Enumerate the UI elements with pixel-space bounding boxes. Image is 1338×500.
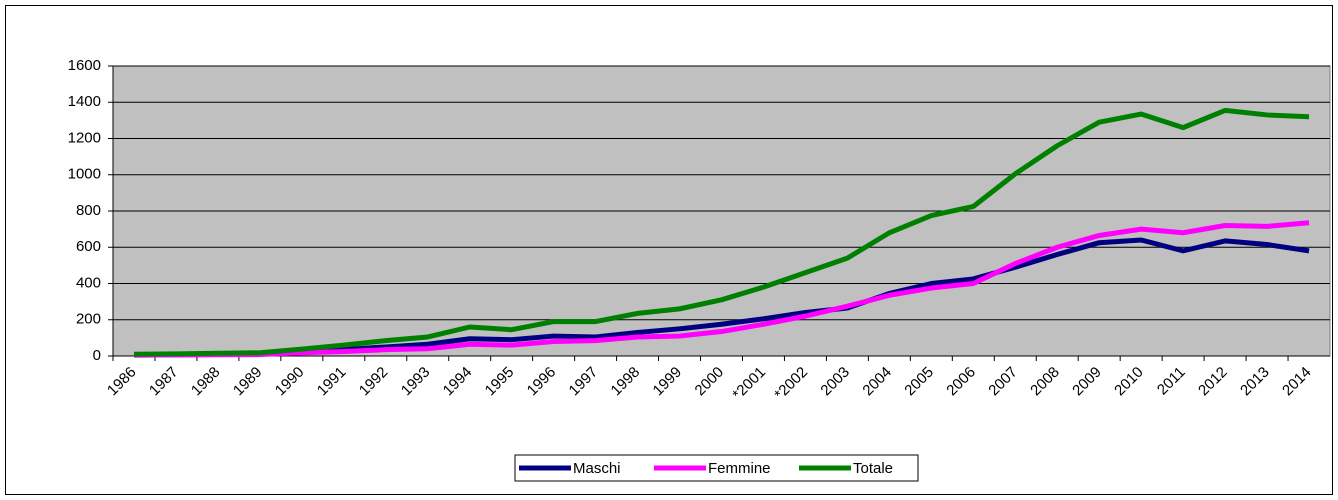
series-line (133, 107, 1310, 357)
y-tick-label: 1000 (68, 166, 101, 183)
y-tick-label: 200 (76, 311, 101, 328)
legend-label: Femmine (708, 460, 771, 477)
y-tick-label: 400 (76, 274, 101, 291)
series-line (133, 220, 1310, 358)
legend-label: Maschi (573, 460, 621, 477)
y-tick-label: 0 (93, 347, 101, 364)
y-tick-label: 800 (76, 202, 101, 219)
legend-label: Totale (853, 460, 893, 477)
y-tick-label: 600 (76, 238, 101, 255)
y-tick-label: 1200 (68, 129, 101, 146)
y-tick-label: 1400 (68, 93, 101, 110)
y-tick-label: 1600 (68, 57, 101, 74)
